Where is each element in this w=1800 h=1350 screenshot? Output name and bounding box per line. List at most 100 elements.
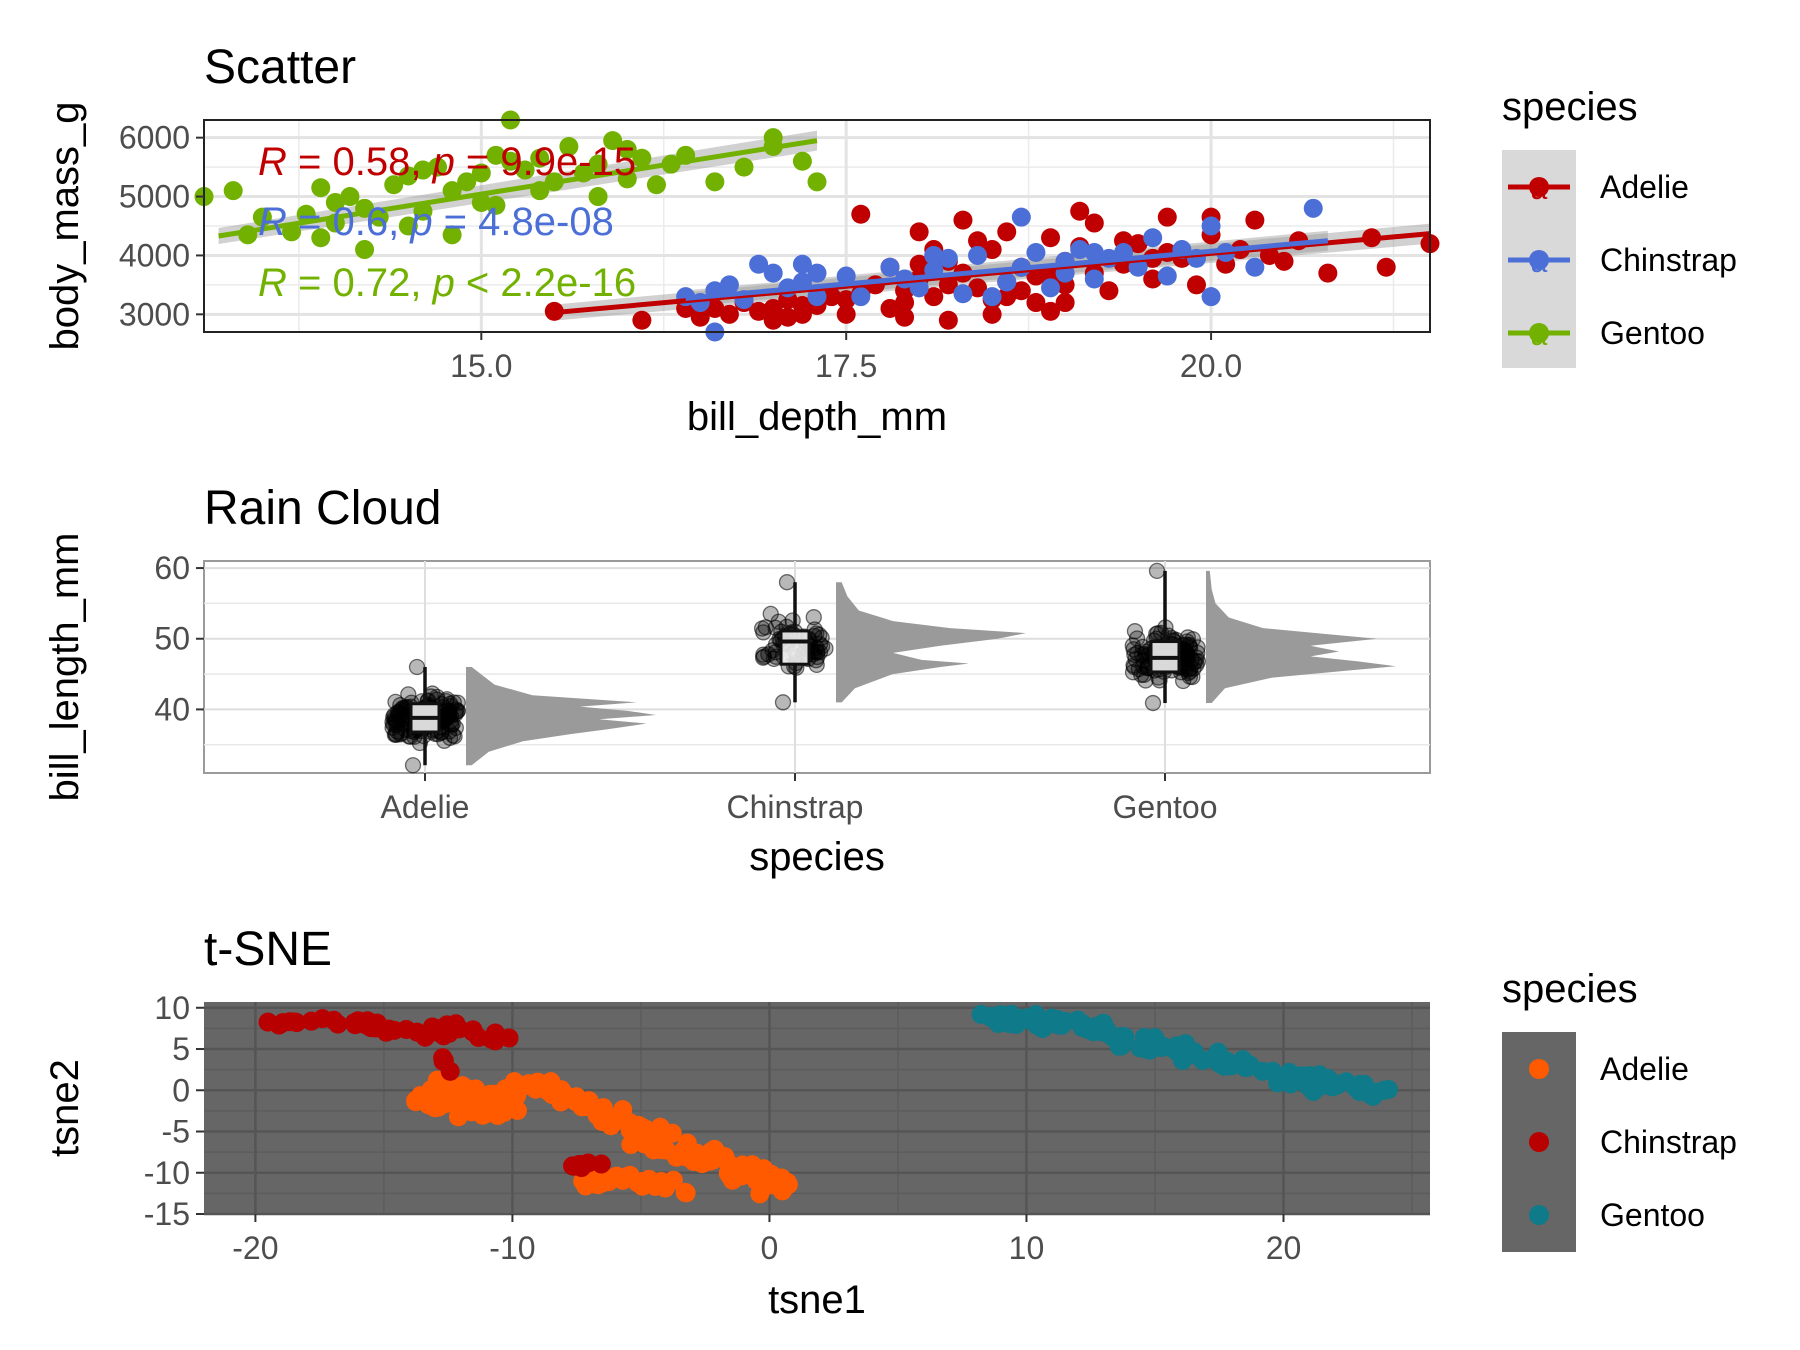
scatter-legend-label-gentoo: Gentoo: [1600, 315, 1705, 351]
scatter-point-adelie: [1026, 293, 1046, 313]
tsne-point-chinstrap: [258, 1012, 278, 1032]
tsne-point-gentoo: [1006, 1014, 1026, 1034]
raincloud-point-gentoo: [1144, 694, 1162, 712]
tsne-point-gentoo: [1133, 1038, 1153, 1058]
tsne-point-chinstrap: [312, 1009, 332, 1029]
tsne-point-gentoo: [1378, 1080, 1398, 1100]
tsne-point-adelie: [592, 1111, 612, 1131]
scatter-point-chinstrap: [1084, 243, 1104, 262]
raincloud-point-gentoo: [1178, 633, 1196, 650]
tsne-point-chinstrap: [351, 1012, 371, 1032]
scatter-point-gentoo: [530, 148, 550, 168]
raincloud-point-chinstrap: [753, 620, 771, 637]
tsne-point-adelie: [421, 1079, 441, 1099]
raincloud-point-gentoo: [1186, 653, 1203, 671]
tsne-point-chinstrap: [379, 1019, 399, 1039]
scatter-point-gentoo: [588, 187, 608, 207]
tsne-x-axis-label: tsne1: [768, 1278, 866, 1322]
raincloud-y-tick-label: 60: [154, 550, 190, 586]
tsne-point-chinstrap: [433, 1051, 453, 1071]
scatter-y-tick-label: 3000: [119, 296, 190, 332]
tsne-point-adelie: [656, 1140, 676, 1160]
scatter-annotation-gentoo: R = 0.72, p < 2.2e-16: [258, 261, 636, 305]
scatter-y-tick-label: 6000: [119, 120, 190, 156]
tsne-x-tick-label: -10: [489, 1230, 535, 1266]
tsne-legend-label-gentoo: Gentoo: [1600, 1197, 1705, 1233]
tsne-point-adelie: [612, 1168, 632, 1188]
scatter-point-gentoo: [223, 181, 243, 201]
scatter-point-chinstrap: [1201, 216, 1221, 236]
raincloud-point-adelie: [441, 706, 458, 724]
scatter-point-chinstrap: [807, 263, 827, 283]
tsne-point-adelie: [599, 1168, 619, 1188]
tsne-x-tick-label: 10: [1009, 1230, 1045, 1266]
scatter-point-adelie: [1128, 234, 1148, 254]
tsne-point-gentoo: [1263, 1061, 1283, 1081]
scatter-point-gentoo: [311, 228, 331, 248]
raincloud-densities: [466, 570, 1396, 766]
tsne-point-gentoo: [1172, 1050, 1192, 1070]
scatter-point-gentoo: [442, 225, 462, 245]
tsne-point-gentoo: [1175, 1034, 1195, 1054]
scatter-point-gentoo: [763, 128, 783, 148]
scatter-legend-glyph: a: [1531, 246, 1548, 279]
scatter-point-adelie: [778, 307, 798, 327]
scatter-point-chinstrap: [1143, 228, 1163, 248]
scatter-legend-label-chinstrap: Chinstrap: [1600, 242, 1737, 278]
scatter-y-tick-label: 5000: [119, 179, 190, 215]
raincloud-point-gentoo: [1125, 641, 1142, 658]
raincloud-y-ticks: 40 50 60: [154, 550, 204, 727]
scatter-point-chinstrap: [1041, 278, 1061, 298]
scatter-point-gentoo: [398, 216, 418, 236]
scatter-point-adelie: [968, 231, 988, 251]
raincloud-point-chinstrap: [778, 574, 796, 591]
scatter-point-adelie: [705, 298, 725, 318]
raincloud-point-adelie: [408, 658, 426, 676]
raincloud-x-ticks: Adelie Chinstrap Gentoo: [381, 773, 1218, 825]
scatter-x-ticks: 15.0 17.5 20.0: [450, 332, 1242, 384]
raincloud-point-chinstrap: [755, 646, 772, 663]
raincloud-chart: Rain Cloud Adelie Chinstrap Gentoo 405060 …: [43, 482, 1431, 879]
scatter-point-adelie: [632, 310, 652, 330]
scatter-point-chinstrap: [953, 284, 973, 304]
scatter-point-gentoo: [398, 166, 418, 186]
raincloud-point-chinstrap: [805, 609, 822, 626]
tsne-point-chinstrap: [396, 1020, 416, 1040]
raincloud-x-tick-label: Gentoo: [1113, 789, 1218, 825]
scatter-point-adelie: [997, 222, 1017, 242]
scatter-point-adelie: [982, 304, 1002, 324]
scatter-point-adelie: [1084, 213, 1104, 233]
scatter-point-chinstrap: [719, 275, 739, 295]
scatter-y-ticks: 3000 4000 5000 6000: [119, 120, 204, 332]
tsne-point-gentoo: [1083, 1022, 1103, 1042]
tsne-point-adelie: [675, 1182, 695, 1202]
tsne-point-gentoo: [1205, 1046, 1225, 1066]
scatter-point-gentoo: [588, 154, 608, 174]
tsne-y-axis-label: tsne2: [43, 1059, 87, 1157]
scatter-point-gentoo: [442, 181, 462, 201]
scatter-point-gentoo: [734, 157, 754, 177]
raincloud-point-gentoo: [1174, 672, 1192, 690]
scatter-point-gentoo: [617, 139, 637, 159]
scatter-point-gentoo: [486, 195, 506, 215]
tsne-chart: t-SNE -20 -10 0 10 20 -15 -10 -5 0 5 10 tsne1 tsn…: [43, 923, 1737, 1322]
scatter-chart: Scatter R = 0.58, p = 9.9e-15 R = 0.6, p …: [43, 41, 1737, 439]
tsne-point-gentoo: [1354, 1074, 1374, 1094]
scatter-point-gentoo: [311, 178, 331, 198]
tsne-y-tick-label: -10: [144, 1155, 190, 1191]
scatter-point-adelie: [1318, 263, 1338, 283]
scatter-point-gentoo: [501, 151, 520, 171]
scatter-point-gentoo: [252, 207, 272, 227]
scatter-point-adelie: [822, 287, 842, 307]
tsne-y-tick-label: -15: [144, 1196, 190, 1232]
scatter-legend-point-adelie: [1529, 177, 1549, 197]
scatter-legend: species a Adelie a Chinstrap a Gentoo: [1502, 85, 1737, 368]
raincloud-point-adelie: [438, 691, 455, 708]
scatter-fit-line-chinstrap: [685, 238, 1329, 301]
scatter-title: Scatter: [204, 41, 356, 94]
scatter-point-chinstrap: [807, 287, 827, 307]
scatter-point-adelie: [836, 304, 856, 324]
raincloud-point-gentoo: [1148, 562, 1166, 580]
scatter-point-gentoo: [340, 187, 360, 207]
tsne-point-adelie: [406, 1090, 426, 1110]
